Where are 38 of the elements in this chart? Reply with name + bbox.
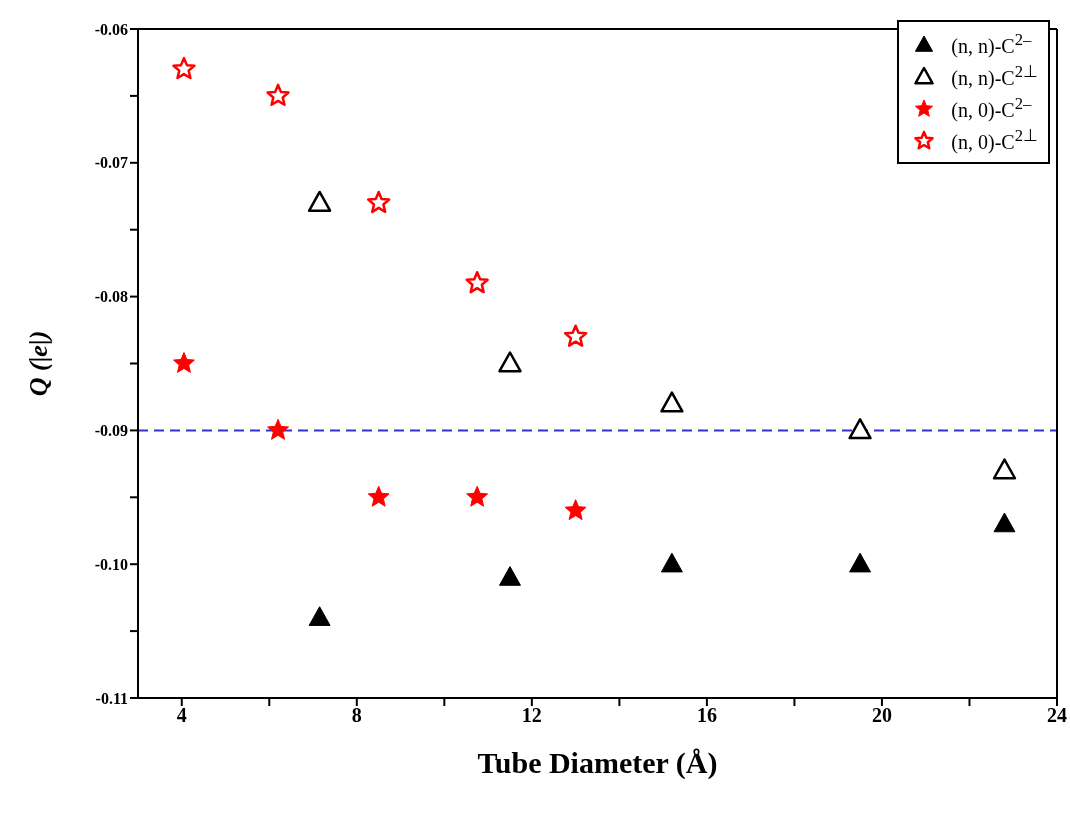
point [307, 190, 332, 212]
point [267, 418, 289, 440]
point [563, 324, 588, 347]
point [366, 190, 391, 214]
point [465, 270, 489, 294]
point [992, 458, 1017, 480]
point [367, 485, 390, 507]
point [849, 552, 872, 573]
legend-label: (n, n)-C$^{2–}$ [951, 30, 1032, 58]
legend-label: (n, 0)-C$^{2⊥}$ [951, 126, 1038, 154]
point [499, 566, 521, 586]
point [172, 352, 195, 373]
y-axis-title: Q (|e|) [24, 330, 54, 397]
legend-label: (n, n)-C$^{2⊥}$ [951, 62, 1038, 90]
x-tick-label: 8 [351, 704, 362, 727]
y-tick-label: -0.09 [94, 422, 128, 440]
y-tick-label: -0.10 [94, 555, 128, 573]
x-tick-label: 12 [521, 704, 542, 727]
point [172, 56, 196, 80]
point [308, 606, 331, 626]
y-tick-label: -0.08 [94, 288, 128, 306]
point [466, 485, 489, 507]
legend-label: (n, 0)-C$^{2–}$ [951, 94, 1032, 122]
point [660, 552, 683, 573]
point [266, 83, 290, 107]
x-tick-label: 16 [696, 704, 717, 727]
x-tick-label: 4 [176, 704, 187, 727]
point [498, 351, 522, 373]
y-tick-label: -0.07 [94, 154, 128, 172]
point [660, 391, 684, 413]
x-tick-label: 20 [871, 704, 892, 727]
y-tick-label: -0.11 [95, 689, 128, 707]
point [848, 418, 872, 440]
x-axis-title: Tube Diameter (Å) [477, 746, 718, 780]
y-tick-label: -0.06 [94, 20, 128, 38]
point [564, 499, 587, 521]
x-tick-label: 24 [1047, 704, 1067, 727]
point [993, 512, 1016, 533]
